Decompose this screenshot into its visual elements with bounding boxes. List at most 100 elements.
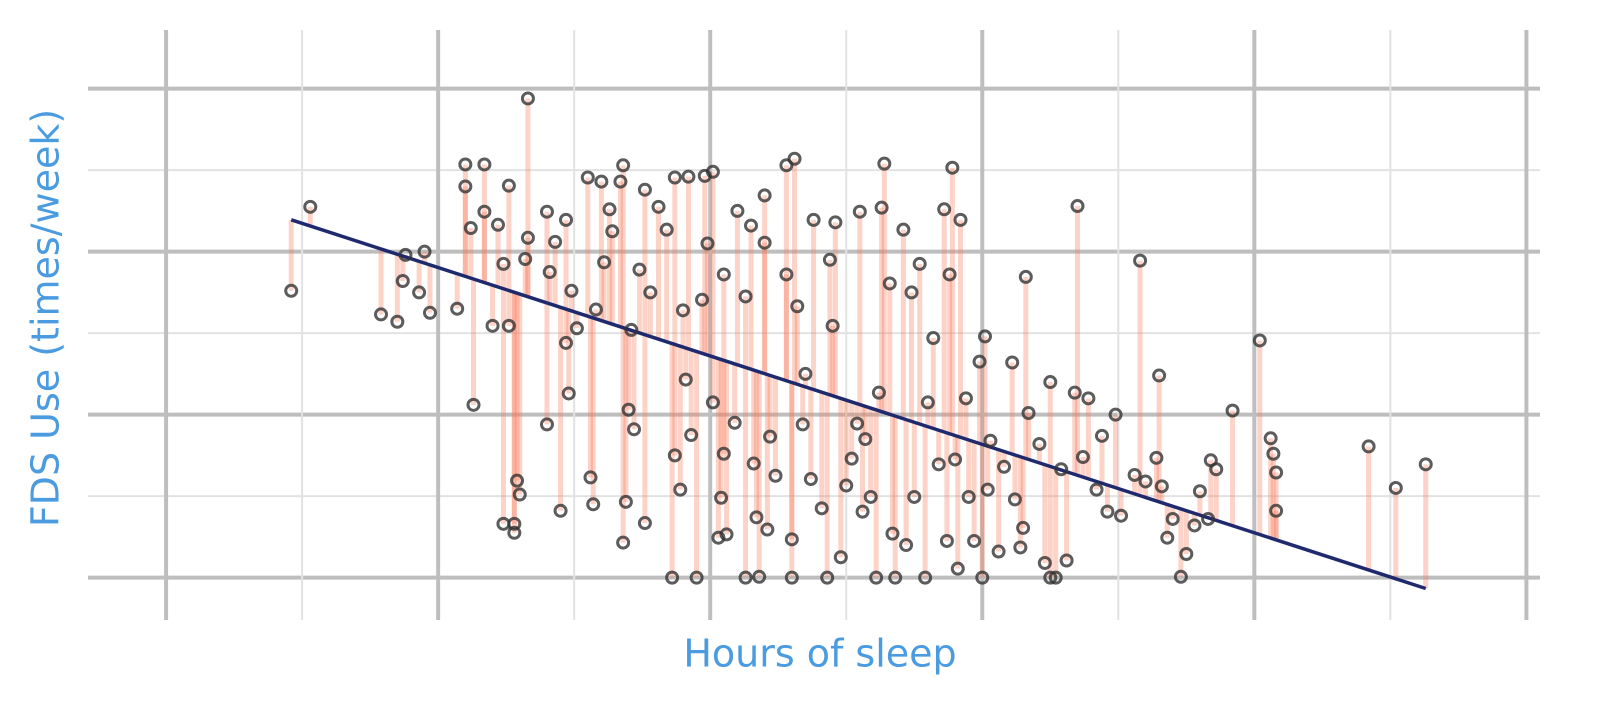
point [1018, 269, 1033, 284]
point [1361, 439, 1376, 454]
point [390, 314, 405, 329]
point [1138, 474, 1153, 489]
point [561, 386, 576, 401]
point [967, 533, 982, 548]
point [539, 417, 554, 432]
point [1266, 446, 1281, 461]
point [784, 570, 799, 585]
point [637, 516, 652, 531]
point [738, 289, 753, 304]
point [520, 91, 535, 106]
point [757, 235, 772, 250]
point [798, 366, 813, 381]
point [539, 204, 554, 219]
point [705, 395, 720, 410]
point [1054, 462, 1069, 477]
point [920, 395, 935, 410]
point [303, 199, 318, 214]
point [779, 158, 794, 173]
point [814, 501, 829, 516]
point [1067, 385, 1082, 400]
point [953, 212, 968, 227]
point [616, 158, 631, 173]
point [374, 307, 389, 322]
point [501, 318, 516, 333]
point [548, 234, 563, 249]
point [602, 202, 617, 217]
point [417, 244, 432, 259]
point [1269, 465, 1284, 480]
point [681, 169, 696, 184]
point [896, 222, 911, 237]
point [477, 157, 492, 172]
point [700, 236, 715, 251]
point [1133, 253, 1148, 268]
point [784, 532, 799, 547]
point [977, 329, 992, 344]
point [1160, 530, 1175, 545]
point [744, 218, 759, 233]
point [844, 451, 859, 466]
point [1059, 553, 1074, 568]
point [564, 283, 579, 298]
grid [88, 30, 1540, 620]
point [749, 510, 764, 525]
point [1005, 355, 1020, 370]
point [738, 570, 753, 585]
point [746, 456, 761, 471]
point [972, 354, 987, 369]
point [711, 530, 726, 545]
point [760, 522, 775, 537]
point [667, 170, 682, 185]
point [983, 433, 998, 448]
point [450, 301, 465, 316]
point [618, 494, 633, 509]
point [665, 570, 680, 585]
points [284, 91, 1433, 585]
point [594, 174, 609, 189]
point [1165, 511, 1180, 526]
point [877, 156, 892, 171]
point [1173, 569, 1188, 584]
point [839, 478, 854, 493]
point [757, 188, 772, 203]
point [580, 170, 595, 185]
point [1021, 406, 1036, 421]
point [559, 212, 574, 227]
point [907, 489, 922, 504]
point [899, 538, 914, 553]
point [1048, 570, 1063, 585]
point [676, 303, 691, 318]
point [616, 535, 631, 550]
point [695, 292, 710, 307]
point [803, 472, 818, 487]
point [779, 267, 794, 282]
point [980, 482, 995, 497]
point [863, 489, 878, 504]
point [1016, 520, 1031, 535]
point [586, 497, 601, 512]
point [632, 262, 647, 277]
point [825, 318, 840, 333]
point [463, 221, 478, 236]
x-axis-title: Hours of sleep [683, 632, 956, 676]
point [466, 397, 481, 412]
point [496, 256, 511, 271]
point [542, 265, 557, 280]
point [569, 321, 584, 336]
point [597, 255, 612, 270]
point [1094, 428, 1109, 443]
point [871, 385, 886, 400]
point [828, 215, 843, 230]
point [975, 570, 990, 585]
point [501, 178, 516, 193]
point [931, 457, 946, 472]
point [1075, 450, 1090, 465]
point [1007, 492, 1022, 507]
point [961, 489, 976, 504]
point [507, 525, 522, 540]
point [651, 199, 666, 214]
point [477, 204, 492, 219]
point [950, 561, 965, 576]
